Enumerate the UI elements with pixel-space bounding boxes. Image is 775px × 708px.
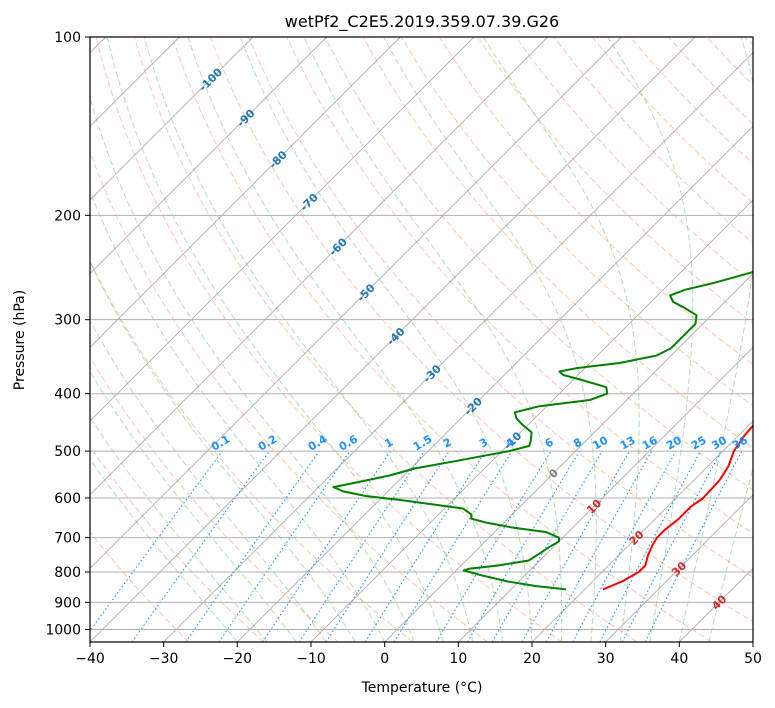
dry-adiabat xyxy=(248,37,753,578)
dry-adiabat xyxy=(438,37,753,366)
mixing-ratio-line xyxy=(218,450,351,642)
y-tick-label: 700 xyxy=(54,531,81,547)
chart-title: wetPf2_C2E5.2019.359.07.39.G26 xyxy=(285,12,559,32)
isotherm-line xyxy=(90,37,401,348)
plot-frame xyxy=(89,36,754,643)
isotherm-line xyxy=(310,199,753,642)
x-tick-label: −40 xyxy=(75,651,105,667)
isotherm-line xyxy=(90,37,548,496)
y-axis-title: Pressure (hPa) xyxy=(12,290,28,390)
mixing-ratio-line xyxy=(185,450,320,642)
moist-adiabat xyxy=(383,37,597,642)
temperature-line xyxy=(602,424,753,591)
dry-adiabat xyxy=(171,37,712,642)
moist-adiabat xyxy=(187,37,503,642)
dewpoint-line xyxy=(332,270,753,591)
dry-adiabat xyxy=(400,37,753,407)
isotherm-line xyxy=(605,494,753,642)
x-tick-label: 30 xyxy=(597,651,615,667)
isotherm-line xyxy=(90,37,254,201)
isotherm-line xyxy=(384,273,753,642)
mixing-ratio-line xyxy=(90,450,223,632)
y-tick-label: 500 xyxy=(54,444,81,460)
x-axis-title: Temperature (°C) xyxy=(361,680,483,696)
skewed-isotherms xyxy=(90,37,753,642)
moist-adiabat xyxy=(90,189,386,642)
dry-adiabat xyxy=(90,445,264,642)
x-tick-label: −30 xyxy=(149,651,179,667)
moist-adiabat xyxy=(143,37,474,642)
x-tick-label: −10 xyxy=(296,651,326,667)
moist-adiabat xyxy=(607,37,694,642)
isotherm-line xyxy=(90,37,475,422)
x-tick-label: 0 xyxy=(380,651,389,667)
isotherm-line xyxy=(90,37,622,569)
mixing-ratio-line xyxy=(393,450,513,642)
sounding-profiles xyxy=(332,270,753,591)
moist-adiabat xyxy=(90,260,356,642)
y-tick-label: 400 xyxy=(54,387,81,403)
x-tick-label: 20 xyxy=(523,651,541,667)
moist-adiabat xyxy=(239,37,533,642)
moist-adiabat xyxy=(303,37,563,642)
mixing-ratio-line xyxy=(131,450,270,642)
moist-adiabat xyxy=(482,37,640,642)
y-tick-label: 1000 xyxy=(45,622,81,638)
dry-adiabat xyxy=(90,356,339,642)
dry-adiabat xyxy=(90,150,488,642)
mixing-ratio-line xyxy=(325,450,450,642)
dry-adiabat xyxy=(210,37,753,623)
y-axis: 100 200 300 400 500 600 700 800 900 1000 xyxy=(45,30,90,638)
mixing-ratio-line xyxy=(572,450,677,642)
y-tick-label: 200 xyxy=(54,208,81,224)
isotherm-line xyxy=(237,125,753,642)
y-tick-label: 100 xyxy=(54,30,81,46)
dry-adiabat xyxy=(95,37,563,642)
x-tick-label: 10 xyxy=(449,651,467,667)
y-tick-label: 900 xyxy=(54,595,81,611)
dry-adiabat xyxy=(515,37,753,284)
y-tick-label: 800 xyxy=(54,565,81,581)
isotherm-line xyxy=(531,420,753,642)
isotherm-line xyxy=(163,52,753,642)
x-tick-label: 40 xyxy=(670,651,688,667)
mixing-ratio-line xyxy=(298,450,425,642)
mixing-ratio-lines xyxy=(90,450,743,642)
moist-adiabat xyxy=(90,370,297,642)
mixing-ratio-line xyxy=(521,450,630,642)
y-tick-label: 600 xyxy=(54,491,81,507)
moist-adiabat xyxy=(90,458,238,642)
pressure-gridlines xyxy=(90,37,753,630)
x-axis: −40 −30 −20 −10 0 10 20 30 40 50 xyxy=(75,642,762,667)
x-tick-label: 50 xyxy=(744,651,762,667)
y-tick-label: 300 xyxy=(54,313,81,329)
moist-adiabat xyxy=(90,416,268,642)
isotherm-line xyxy=(90,37,327,275)
moist-adiabats xyxy=(90,37,753,642)
isotherm-line xyxy=(90,37,696,642)
dry-adiabats xyxy=(90,37,753,642)
moist-adiabat xyxy=(106,37,445,642)
mixing-ratio-line xyxy=(644,450,743,642)
x-tick-label: −20 xyxy=(223,651,253,667)
mixing-ratio-line xyxy=(545,450,653,642)
dry-adiabat xyxy=(133,37,638,642)
dry-adiabat xyxy=(90,531,190,642)
